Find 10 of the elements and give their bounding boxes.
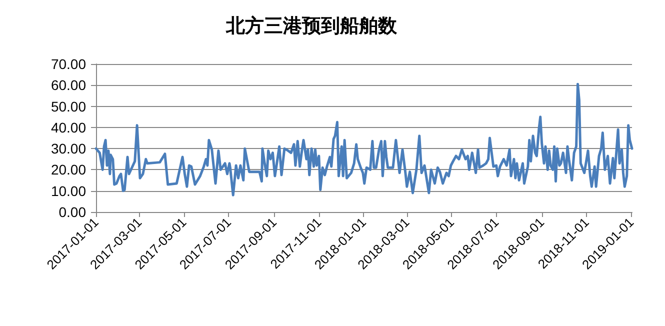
y-tick-label: 40.00 — [50, 119, 86, 136]
y-tick-label: 0.00 — [58, 204, 86, 220]
y-tick-label: 30.00 — [50, 140, 86, 157]
y-tick-label: 10.00 — [50, 182, 86, 199]
y-tick-label: 60.00 — [50, 77, 86, 94]
y-tick-label: 50.00 — [50, 98, 86, 114]
chart-title: 北方三港预到船舶数 — [225, 15, 398, 37]
y-tick-label: 70.00 — [50, 56, 86, 72]
line-series — [94, 82, 634, 196]
y-tick-label: 20.00 — [50, 162, 86, 178]
